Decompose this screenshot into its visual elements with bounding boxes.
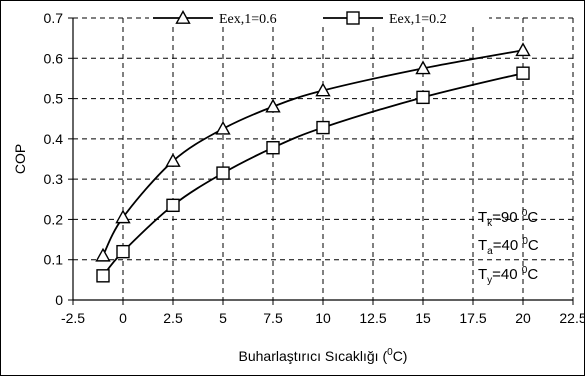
legend-item-1: Eex,1=0.6 [153,10,277,27]
series-layer [95,42,531,283]
y-tick-label: 0.1 [44,252,64,268]
data-point-square [516,66,530,80]
data-point-triangle [315,82,331,97]
data-point-square [266,141,280,155]
data-point-square [166,198,180,213]
x-axis-label: Buharlaştırıcı Sıcaklığı (0C) [239,347,408,364]
data-point-triangle [265,98,281,113]
y-axis-label: COP [12,144,28,174]
y-tick-label: 0.7 [44,10,64,26]
x-tick-label: 5 [219,310,227,326]
data-point-triangle [95,247,111,262]
legend-label: Eex,1=0.6 [219,12,277,27]
annotation-line-1: Tk=90 0C [478,208,538,229]
legend-label: Eex,1=0.2 [389,12,447,27]
axes: -2.5 0 2.5 5 7.5 10 12.5 15 17.5 20 22.5 0 0.1 0.2 0.3… [44,10,585,326]
x-tick-label: 12.5 [359,310,386,326]
series-line [102,72,524,277]
legend: Eex,1=0.6 Eex,1=0.2 [149,9,489,27]
x-tick-label: 0 [119,310,127,326]
x-tick-label: 20 [515,310,531,326]
series-1 [95,42,531,262]
gridlines [73,17,574,300]
data-point-triangle [515,42,531,57]
annotation-line-3: Ty=40 0C [478,265,538,286]
data-point-triangle [215,120,231,135]
data-point-square [116,244,130,259]
annotation-line-2: Ta=40 0C [478,236,539,257]
data-point-triangle [415,60,431,75]
legend-marker-square [346,11,360,25]
x-tick-label: -2.5 [61,310,85,326]
x-tick-label: 7.5 [263,310,283,326]
data-point-square [416,90,430,105]
y-tick-label: 0.5 [44,91,64,107]
data-point-square [316,120,330,135]
x-tick-label: 15 [415,310,431,326]
data-point-triangle [115,209,131,224]
legend-item-2: Eex,1=0.2 [323,11,447,27]
x-tick-label: 22.5 [559,310,585,326]
series-2 [96,66,530,283]
data-point-square [216,166,230,180]
y-tick-label: 0.6 [44,50,64,66]
x-tick-label: 2.5 [163,310,183,326]
y-tick-label: 0.4 [44,131,64,147]
x-tick-label: 17.5 [459,310,486,326]
legend-marker-triangle [175,10,191,24]
data-point-triangle [165,153,181,167]
legend-background [149,9,489,27]
annotation-box: Tk=90 0C Ta=40 0C Ty=40 0C [478,208,539,286]
y-tick-label: 0.3 [44,171,64,187]
data-point-square [96,269,110,283]
series-line [102,49,524,257]
y-tick-label: 0 [55,292,63,308]
y-tick-label: 0.2 [44,211,64,227]
x-tick-label: 10 [315,310,331,326]
